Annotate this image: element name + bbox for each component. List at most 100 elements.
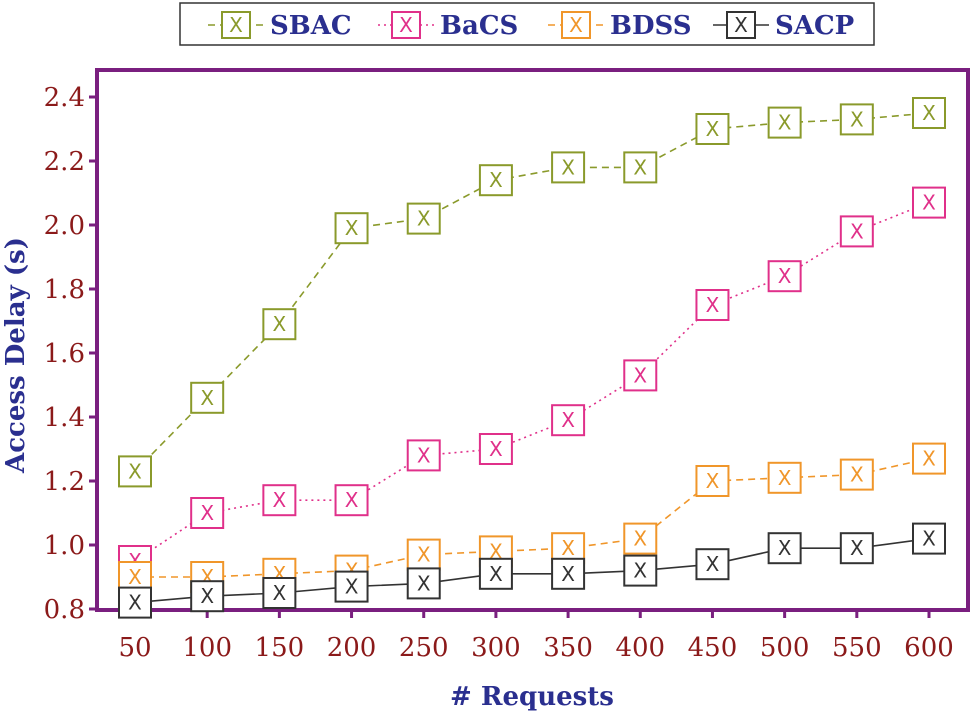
data-point: X bbox=[767, 260, 802, 293]
y-tick-label: 1.6 bbox=[44, 339, 85, 369]
marker-glyph: X bbox=[922, 191, 936, 215]
data-point: X bbox=[551, 151, 586, 184]
x-tick-label: 450 bbox=[688, 633, 738, 663]
data-point: X bbox=[912, 186, 946, 219]
marker-glyph: X bbox=[489, 539, 503, 563]
data-point: X bbox=[406, 439, 441, 472]
y-tick-label: 0.8 bbox=[44, 595, 85, 625]
legend-marker bbox=[561, 11, 591, 39]
data-point: X bbox=[118, 586, 152, 619]
y-axis-title: Access Delay (s) bbox=[1, 237, 31, 474]
marker-glyph: X bbox=[561, 536, 575, 560]
data-point: X bbox=[262, 308, 297, 341]
data-point: X bbox=[334, 212, 369, 245]
legend-marker bbox=[726, 11, 756, 39]
legend-marker-glyph: X bbox=[734, 13, 748, 37]
marker-glyph: X bbox=[345, 488, 359, 512]
data-point: X bbox=[912, 442, 946, 475]
marker-glyph: X bbox=[489, 562, 503, 586]
marker-glyph: X bbox=[778, 264, 792, 288]
marker-glyph: X bbox=[633, 527, 647, 551]
y-tick-label: 2.0 bbox=[44, 211, 85, 241]
marker-glyph: X bbox=[417, 207, 431, 231]
marker-glyph: X bbox=[561, 408, 575, 432]
data-point: X bbox=[839, 532, 874, 565]
x-tick-label: 200 bbox=[327, 633, 377, 663]
series-line bbox=[135, 457, 930, 578]
legend-label: BDSS bbox=[610, 11, 692, 41]
x-tick-label: 350 bbox=[543, 633, 593, 663]
marker-glyph: X bbox=[706, 293, 720, 317]
data-point: X bbox=[623, 359, 658, 392]
marker-glyph: X bbox=[778, 536, 792, 560]
data-point: X bbox=[839, 458, 874, 491]
data-point: X bbox=[695, 113, 730, 145]
marker-glyph: X bbox=[778, 466, 792, 490]
legend-label: SBAC bbox=[270, 11, 352, 41]
marker-glyph: X bbox=[200, 386, 214, 410]
marker-glyph: X bbox=[850, 219, 864, 243]
legend-label: BaCS bbox=[440, 11, 518, 41]
marker-glyph: X bbox=[200, 501, 214, 525]
data-point: X bbox=[190, 497, 225, 529]
x-tick-label: 550 bbox=[832, 633, 882, 663]
x-tick-label: 600 bbox=[904, 633, 954, 663]
marker-glyph: X bbox=[489, 168, 503, 192]
data-point: X bbox=[623, 522, 658, 555]
marker-glyph: X bbox=[922, 101, 936, 125]
marker-glyph: X bbox=[417, 571, 431, 595]
x-tick-label: 50 bbox=[118, 633, 151, 663]
legend-marker bbox=[221, 11, 251, 39]
plot-area-frame bbox=[95, 68, 970, 612]
x-tick-label: 500 bbox=[760, 633, 810, 663]
series-bacs: X X X X X X X X X X X X bbox=[118, 186, 946, 577]
x-tick-label: 100 bbox=[182, 633, 232, 663]
marker-glyph: X bbox=[345, 575, 359, 599]
series-line bbox=[134, 112, 930, 472]
data-point: X bbox=[478, 557, 513, 590]
legend-marker-glyph: X bbox=[569, 13, 583, 37]
marker-glyph: X bbox=[128, 591, 142, 615]
data-point: X bbox=[551, 404, 586, 437]
legend-entry-bdss: X BDSS bbox=[548, 11, 692, 41]
marker-glyph: X bbox=[273, 488, 287, 512]
data-point: X bbox=[767, 106, 802, 139]
series-line bbox=[134, 537, 930, 604]
y-axis: 0.8 1.0 1.2 1.4 1.6 1.8 2.0 2.2 2.4 bbox=[44, 83, 97, 625]
data-point: X bbox=[406, 202, 441, 235]
legend: X SBAC X BaCS X BDSS X SACP bbox=[179, 2, 875, 46]
legend-label: SACP bbox=[775, 11, 854, 41]
marker-glyph: X bbox=[128, 565, 142, 589]
marker-glyph: X bbox=[273, 312, 287, 336]
marker-glyph: X bbox=[706, 552, 720, 576]
y-tick-label: 1.4 bbox=[44, 403, 85, 433]
marker-glyph: X bbox=[561, 155, 575, 179]
data-point: X bbox=[190, 580, 225, 613]
marker-glyph: X bbox=[706, 469, 720, 493]
legend-entry-sacp: X SACP bbox=[713, 11, 854, 41]
marker-glyph: X bbox=[633, 559, 647, 583]
y-tick-label: 2.2 bbox=[44, 147, 85, 177]
data-point: X bbox=[695, 465, 730, 497]
y-tick-label: 2.4 bbox=[44, 83, 85, 113]
marker-glyph: X bbox=[128, 459, 142, 483]
x-axis: 50 100 150 200 250 300 350 400 450 500 550 600 bbox=[118, 610, 954, 663]
data-point: X bbox=[190, 381, 225, 414]
data-point: X bbox=[334, 570, 369, 603]
data-point: X bbox=[406, 538, 441, 571]
x-axis-title: # Requests bbox=[450, 682, 614, 712]
marker-glyph: X bbox=[922, 447, 936, 471]
data-point: X bbox=[695, 289, 730, 321]
marker-glyph: X bbox=[850, 536, 864, 560]
series-line bbox=[134, 201, 930, 562]
marker-glyph: X bbox=[633, 155, 647, 179]
y-tick-label: 1.8 bbox=[44, 275, 85, 305]
marker-glyph: X bbox=[200, 584, 214, 608]
series-sacp: X X X X X X X X XX X X bbox=[118, 522, 946, 619]
legend-box bbox=[179, 2, 875, 46]
y-tick-label: 1.0 bbox=[44, 531, 85, 561]
marker-glyph: X bbox=[345, 216, 359, 240]
legend-marker-glyph: X bbox=[399, 13, 413, 37]
data-point: X bbox=[912, 97, 946, 129]
